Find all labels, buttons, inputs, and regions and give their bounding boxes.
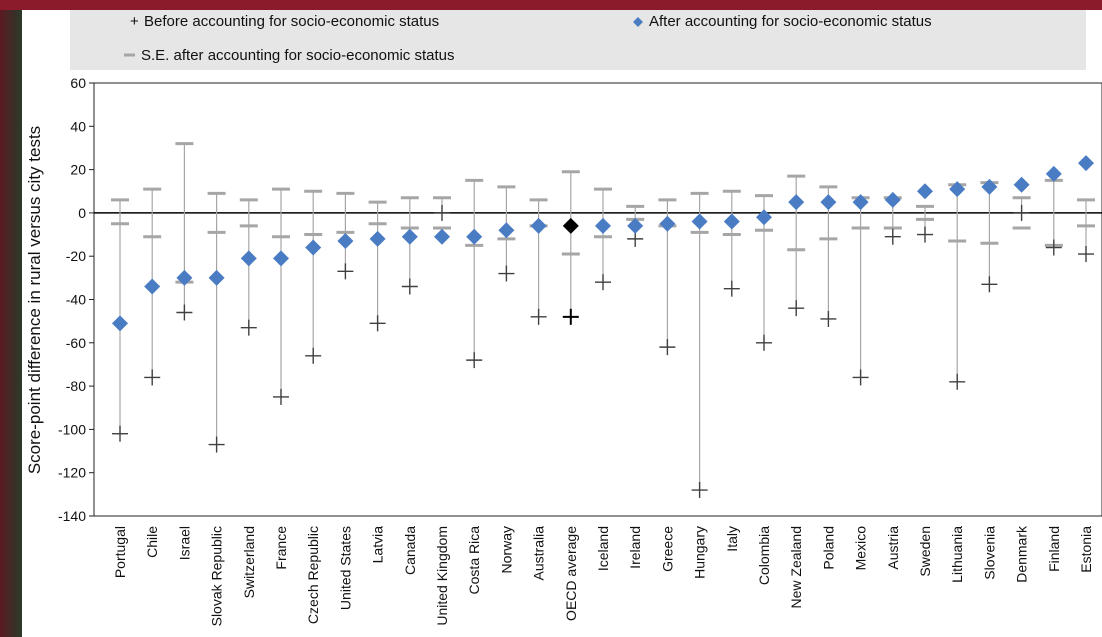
x-tick-label: Estonia [1078,526,1094,573]
after-marker [820,194,837,211]
y-tick-label: 40 [70,118,86,134]
x-tick-label: Slovak Republic [209,526,225,626]
y-tick-label: -80 [66,378,86,394]
x-tick-label: Mexico [853,526,869,571]
x-tick-label: Israel [176,526,192,560]
after-marker [112,315,128,332]
x-tick-label: United States [337,526,353,610]
x-tick-label: Italy [724,526,740,552]
after-marker [530,217,547,234]
x-tick-label: Switzerland [241,526,257,598]
plot-border [93,82,1102,517]
x-tick-label: Finland [1046,526,1062,572]
after-marker [788,194,805,211]
after-marker [466,228,483,245]
after-marker [176,269,193,286]
x-tick-label: Iceland [595,526,611,571]
after-marker [305,239,322,256]
chart-frame: + Before accounting for socio-economic s… [22,10,1102,637]
x-tick-label: Lithuania [949,526,965,583]
x-tick-label: Slovenia [981,526,997,580]
x-tick-label: Czech Republic [305,526,321,624]
x-tick-label: Poland [820,526,836,570]
after-marker [917,183,933,200]
after-marker [884,191,901,208]
legend-before-label: Before accounting for socio-economic sta… [144,13,439,30]
after-marker [756,209,772,226]
after-marker [981,178,998,195]
after-marker [369,230,386,247]
after-marker [337,233,354,250]
x-tick-label: Hungary [692,526,708,579]
x-tick-label: New Zealand [788,526,804,609]
x-tick-label: Austria [885,526,901,570]
y-tick-label: -60 [66,335,86,351]
y-tick-label: 0 [78,205,86,221]
after-marker [401,228,418,245]
after-marker [627,217,644,234]
after-marker [434,228,450,245]
after-marker [852,194,869,211]
after-marker [562,217,579,234]
x-tick-label: OECD average [563,526,579,621]
x-tick-label: Australia [531,526,547,581]
legend-after-label: After accounting for socio-economic stat… [649,13,932,30]
after-marker [949,181,966,198]
y-tick-label: -20 [66,248,86,264]
y-tick-label: 60 [70,75,86,91]
x-tick-label: Sweden [917,526,933,577]
x-tick-label: France [273,526,289,570]
x-tick-label: Canada [402,526,418,575]
plot-area: 60 40 20 0 -20 -40 -60 -80 -100 -120 -140 Portugal C… [58,75,1102,626]
y-axis-label: Score-point difference in rural versus c… [25,126,44,474]
after-marker [595,217,611,234]
legend-box [70,10,1086,70]
after-marker [1013,176,1030,193]
y-tick-label: -40 [66,292,86,308]
x-tick-label: Greece [659,526,675,572]
after-marker [691,213,708,230]
x-tick-label: Ireland [627,526,643,569]
after-marker [723,213,740,230]
x-tick-label: Latvia [370,526,386,564]
legend-se-label: S.E. after accounting for socio-economic… [141,47,454,64]
x-tick-label: Norway [498,526,514,573]
after-marker [1078,155,1094,172]
chart-svg: + Before accounting for socio-economic s… [25,10,1102,626]
legend-before-marker: + [130,13,139,30]
x-tick-label: Denmark [1014,525,1030,583]
x-tick-label: United Kingdom [434,526,450,626]
x-tick-label: Costa Rica [466,526,482,595]
after-marker [1045,165,1062,182]
after-marker [659,215,676,232]
after-marker [240,250,257,267]
y-tick-label: -140 [58,508,86,524]
after-marker [498,222,515,239]
after-marker [208,269,225,286]
y-tick-label: -120 [58,465,86,481]
x-tick-label: Colombia [756,526,772,585]
legend-after-marker [633,17,643,27]
top-accent-bar [0,0,1102,10]
y-tick-label: -100 [58,421,86,437]
x-tick-label: Chile [144,526,160,558]
after-marker [144,278,161,295]
y-tick-label: 20 [70,162,86,178]
x-tick-label: Portugal [112,526,128,578]
after-marker [273,250,289,267]
